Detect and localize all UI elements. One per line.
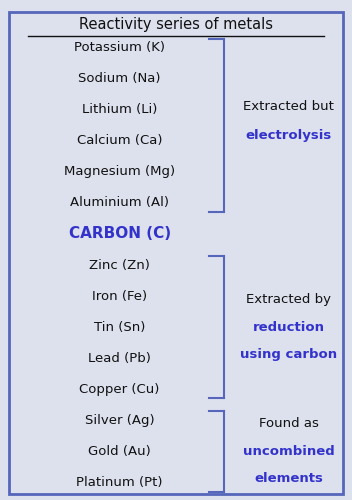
- Text: Potassium (K): Potassium (K): [74, 41, 165, 54]
- Text: Silver (Ag): Silver (Ag): [85, 414, 155, 427]
- Text: reduction: reduction: [253, 320, 325, 334]
- Text: Iron (Fe): Iron (Fe): [92, 290, 147, 302]
- Text: Extracted but: Extracted but: [243, 100, 334, 112]
- Text: Lithium (Li): Lithium (Li): [82, 103, 157, 116]
- Text: using carbon: using carbon: [240, 348, 337, 361]
- Text: Copper (Cu): Copper (Cu): [80, 383, 160, 396]
- Text: elements: elements: [254, 472, 323, 486]
- Text: Platinum (Pt): Platinum (Pt): [76, 476, 163, 489]
- Text: Aluminium (Al): Aluminium (Al): [70, 196, 169, 209]
- Text: electrolysis: electrolysis: [245, 128, 332, 141]
- Text: Extracted by: Extracted by: [246, 293, 331, 306]
- Text: Zinc (Zn): Zinc (Zn): [89, 258, 150, 272]
- Text: Lead (Pb): Lead (Pb): [88, 352, 151, 364]
- Text: Found as: Found as: [259, 418, 319, 430]
- Text: Magnesium (Mg): Magnesium (Mg): [64, 166, 175, 178]
- Text: Sodium (Na): Sodium (Na): [78, 72, 161, 85]
- Text: uncombined: uncombined: [243, 445, 334, 458]
- Text: Tin (Sn): Tin (Sn): [94, 320, 145, 334]
- Text: CARBON (C): CARBON (C): [69, 226, 171, 242]
- Text: Calcium (Ca): Calcium (Ca): [77, 134, 162, 147]
- Text: Reactivity series of metals: Reactivity series of metals: [79, 18, 273, 32]
- Text: Gold (Au): Gold (Au): [88, 445, 151, 458]
